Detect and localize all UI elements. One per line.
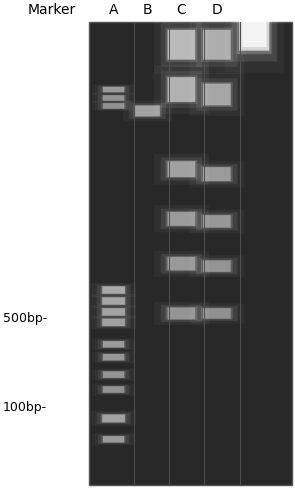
- FancyBboxPatch shape: [201, 214, 233, 228]
- FancyBboxPatch shape: [201, 28, 233, 62]
- FancyBboxPatch shape: [201, 166, 233, 182]
- FancyBboxPatch shape: [240, 16, 268, 49]
- FancyBboxPatch shape: [168, 212, 195, 226]
- FancyBboxPatch shape: [196, 78, 237, 110]
- FancyBboxPatch shape: [161, 22, 202, 67]
- FancyBboxPatch shape: [103, 341, 124, 347]
- FancyBboxPatch shape: [101, 308, 127, 316]
- FancyBboxPatch shape: [196, 22, 237, 67]
- FancyBboxPatch shape: [196, 258, 237, 274]
- FancyBboxPatch shape: [102, 318, 125, 326]
- FancyBboxPatch shape: [98, 340, 129, 349]
- FancyBboxPatch shape: [203, 260, 231, 272]
- FancyBboxPatch shape: [203, 30, 231, 60]
- FancyBboxPatch shape: [165, 211, 197, 227]
- FancyBboxPatch shape: [98, 434, 129, 444]
- FancyBboxPatch shape: [97, 296, 130, 306]
- FancyBboxPatch shape: [101, 95, 126, 101]
- FancyBboxPatch shape: [203, 215, 231, 228]
- FancyBboxPatch shape: [101, 436, 126, 443]
- Text: C: C: [176, 4, 186, 18]
- FancyBboxPatch shape: [102, 286, 125, 294]
- FancyBboxPatch shape: [101, 103, 126, 109]
- FancyBboxPatch shape: [168, 30, 195, 60]
- Text: D: D: [212, 4, 222, 18]
- FancyBboxPatch shape: [196, 306, 237, 321]
- FancyBboxPatch shape: [98, 94, 129, 102]
- FancyBboxPatch shape: [168, 308, 195, 320]
- FancyBboxPatch shape: [103, 87, 124, 92]
- FancyBboxPatch shape: [103, 354, 124, 360]
- FancyBboxPatch shape: [97, 284, 130, 296]
- FancyBboxPatch shape: [201, 260, 233, 272]
- FancyBboxPatch shape: [168, 257, 195, 270]
- FancyBboxPatch shape: [101, 371, 126, 378]
- FancyBboxPatch shape: [98, 370, 129, 379]
- FancyBboxPatch shape: [98, 352, 129, 362]
- FancyBboxPatch shape: [237, 2, 271, 54]
- FancyBboxPatch shape: [161, 304, 202, 322]
- FancyBboxPatch shape: [101, 386, 126, 393]
- Text: 100bp-: 100bp-: [3, 402, 47, 414]
- FancyBboxPatch shape: [232, 0, 277, 62]
- FancyBboxPatch shape: [103, 103, 124, 108]
- Text: B: B: [143, 4, 152, 18]
- FancyBboxPatch shape: [236, 10, 272, 54]
- FancyBboxPatch shape: [165, 160, 197, 178]
- FancyBboxPatch shape: [103, 436, 124, 442]
- FancyBboxPatch shape: [98, 385, 129, 394]
- Bar: [88, 22, 292, 485]
- FancyBboxPatch shape: [101, 318, 127, 326]
- FancyBboxPatch shape: [161, 158, 202, 181]
- FancyBboxPatch shape: [103, 95, 124, 100]
- Text: Marker: Marker: [27, 4, 76, 18]
- FancyBboxPatch shape: [103, 372, 124, 378]
- FancyBboxPatch shape: [97, 412, 130, 424]
- FancyBboxPatch shape: [196, 164, 237, 184]
- FancyBboxPatch shape: [98, 86, 129, 94]
- FancyBboxPatch shape: [168, 77, 195, 102]
- FancyBboxPatch shape: [161, 208, 202, 229]
- FancyBboxPatch shape: [203, 84, 231, 106]
- Text: 500bp-: 500bp-: [3, 312, 47, 325]
- FancyBboxPatch shape: [133, 104, 162, 117]
- FancyBboxPatch shape: [102, 297, 125, 304]
- FancyBboxPatch shape: [201, 308, 233, 320]
- FancyBboxPatch shape: [165, 76, 197, 104]
- FancyBboxPatch shape: [165, 256, 197, 272]
- Text: A: A: [109, 4, 118, 18]
- FancyBboxPatch shape: [101, 286, 127, 294]
- FancyBboxPatch shape: [129, 103, 166, 119]
- FancyBboxPatch shape: [135, 106, 160, 117]
- FancyBboxPatch shape: [201, 82, 233, 107]
- FancyBboxPatch shape: [242, 18, 266, 47]
- FancyBboxPatch shape: [101, 414, 127, 423]
- FancyBboxPatch shape: [102, 308, 125, 316]
- FancyBboxPatch shape: [101, 340, 126, 348]
- FancyBboxPatch shape: [165, 28, 197, 62]
- FancyBboxPatch shape: [203, 167, 231, 181]
- FancyBboxPatch shape: [97, 317, 130, 328]
- FancyBboxPatch shape: [196, 212, 237, 230]
- FancyBboxPatch shape: [239, 6, 269, 51]
- FancyBboxPatch shape: [103, 386, 124, 393]
- FancyBboxPatch shape: [101, 297, 127, 305]
- FancyBboxPatch shape: [102, 414, 125, 422]
- FancyBboxPatch shape: [161, 71, 202, 108]
- FancyBboxPatch shape: [98, 102, 129, 110]
- FancyBboxPatch shape: [101, 354, 126, 361]
- FancyBboxPatch shape: [165, 306, 197, 320]
- FancyBboxPatch shape: [168, 161, 195, 177]
- FancyBboxPatch shape: [203, 308, 231, 318]
- FancyBboxPatch shape: [97, 306, 130, 318]
- FancyBboxPatch shape: [101, 86, 126, 92]
- FancyBboxPatch shape: [161, 254, 202, 274]
